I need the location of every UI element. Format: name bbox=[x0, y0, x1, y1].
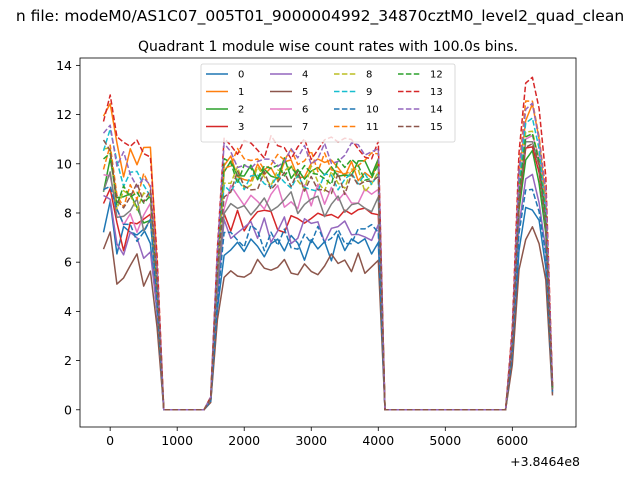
series-layer bbox=[102, 76, 554, 411]
y-tick-label: 2 bbox=[64, 353, 72, 368]
figure-title: n file: modeM0/AS1C07_005T01_9000004992_… bbox=[16, 7, 624, 26]
legend-label-8: 8 bbox=[366, 70, 372, 81]
legend-label-1: 1 bbox=[238, 87, 244, 98]
series-line-14 bbox=[102, 102, 554, 411]
axes-frame bbox=[79, 57, 577, 428]
legend-label-5: 5 bbox=[302, 87, 308, 98]
legend-label-4: 4 bbox=[302, 70, 308, 81]
y-tick-label: 6 bbox=[64, 255, 72, 270]
legend-label-7: 7 bbox=[302, 122, 308, 133]
x-offset-label: +3.8464e8 bbox=[510, 454, 580, 469]
y-tick-label: 4 bbox=[64, 304, 72, 319]
legend-label-15: 15 bbox=[430, 122, 443, 133]
x-tick-label: 2000 bbox=[228, 433, 260, 448]
y-tick-label: 8 bbox=[64, 205, 72, 220]
legend-label-10: 10 bbox=[366, 105, 379, 116]
y-tick-label: 10 bbox=[56, 156, 72, 171]
x-tick-label: 1000 bbox=[161, 433, 193, 448]
legend-label-13: 13 bbox=[430, 87, 443, 98]
legend-label-2: 2 bbox=[238, 105, 244, 116]
legend-label-0: 0 bbox=[238, 70, 244, 81]
legend-box bbox=[200, 63, 456, 143]
x-tick-label: 5000 bbox=[429, 433, 461, 448]
legend-label-6: 6 bbox=[302, 105, 308, 116]
x-tick-label: 0 bbox=[106, 433, 114, 448]
series-line-12 bbox=[103, 132, 554, 411]
x-tick-label: 6000 bbox=[496, 433, 528, 448]
legend-label-9: 9 bbox=[366, 87, 372, 98]
x-tick-label: 3000 bbox=[295, 433, 327, 448]
series-line-15 bbox=[102, 139, 554, 411]
chart-title: Quadrant 1 module wise count rates with … bbox=[138, 39, 518, 55]
legend-label-12: 12 bbox=[430, 70, 443, 81]
legend-label-11: 11 bbox=[366, 122, 379, 133]
legend-label-3: 3 bbox=[238, 122, 244, 133]
legend-label-14: 14 bbox=[430, 105, 443, 116]
x-tick-label: 4000 bbox=[362, 433, 394, 448]
y-tick-label: 12 bbox=[56, 107, 72, 122]
y-tick-label: 0 bbox=[64, 402, 72, 417]
y-tick-label: 14 bbox=[56, 58, 72, 73]
